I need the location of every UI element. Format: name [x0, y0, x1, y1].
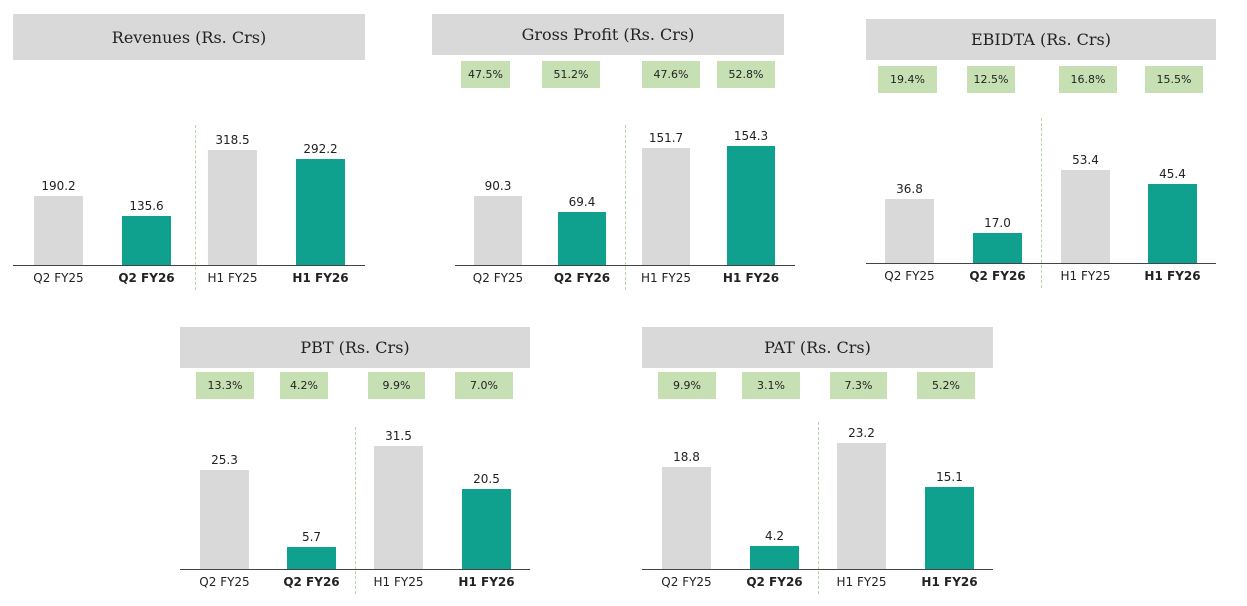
x-axis-line — [866, 263, 1216, 264]
period-divider — [818, 422, 819, 594]
x-tick-label: Q2 FY26 — [553, 271, 611, 285]
x-tick-label: Q2 FY26 — [118, 271, 175, 285]
margin-badge: 52.8% — [717, 61, 775, 88]
margin-badge: 9.9% — [658, 372, 716, 399]
margin-badge: 7.0% — [455, 372, 513, 399]
period-divider — [625, 125, 626, 290]
value-label: 318.5 — [215, 133, 250, 147]
bar — [642, 148, 690, 265]
bar — [1148, 184, 1197, 263]
x-tick-label: H1 FY26 — [292, 271, 349, 285]
value-label: 17.0 — [984, 216, 1011, 230]
x-tick-label: Q2 FY26 — [746, 575, 803, 589]
bar — [200, 470, 249, 569]
bar — [885, 199, 934, 263]
bar — [474, 196, 522, 265]
value-label: 25.3 — [211, 453, 238, 467]
value-label: 151.7 — [648, 131, 684, 145]
x-tick-label: H1 FY25 — [836, 575, 887, 589]
margin-badge: 5.2% — [917, 372, 975, 399]
x-axis-line — [455, 265, 795, 266]
value-label: 190.2 — [41, 179, 76, 193]
chart-title: EBIDTA (Rs. Crs) — [866, 19, 1216, 60]
value-label: 23.2 — [848, 426, 875, 440]
bar — [208, 150, 257, 265]
x-tick-label: H1 FY25 — [1060, 269, 1111, 283]
x-tick-label: Q2 FY25 — [884, 269, 935, 283]
bar — [374, 446, 423, 569]
x-tick-label: Q2 FY25 — [472, 271, 524, 285]
bar — [727, 146, 775, 265]
x-tick-label: Q2 FY26 — [283, 575, 340, 589]
x-tick-label: H1 FY26 — [921, 575, 978, 589]
chart-title: Revenues (Rs. Crs) — [13, 14, 365, 60]
period-divider — [355, 427, 356, 594]
x-tick-label: H1 FY26 — [722, 271, 780, 285]
value-label: 69.4 — [568, 195, 596, 209]
margin-badge: 9.9% — [368, 372, 425, 399]
value-label: 15.1 — [936, 470, 963, 484]
margin-badge: 47.5% — [461, 61, 510, 88]
chart-title: Gross Profit (Rs. Crs) — [432, 14, 784, 55]
value-label: 292.2 — [303, 142, 338, 156]
margin-badge: 51.2% — [542, 61, 600, 88]
bar — [750, 546, 799, 569]
chart-title: PBT (Rs. Crs) — [180, 327, 530, 368]
bar — [662, 467, 711, 569]
value-label: 36.8 — [896, 182, 923, 196]
margin-badge: 4.2% — [280, 372, 328, 399]
x-tick-label: H1 FY25 — [373, 575, 424, 589]
value-label: 20.5 — [473, 472, 500, 486]
x-tick-label: Q2 FY25 — [661, 575, 712, 589]
margin-badge: 16.8% — [1059, 66, 1117, 93]
value-label: 53.4 — [1072, 153, 1099, 167]
margin-badge: 7.3% — [830, 372, 887, 399]
bar — [462, 489, 511, 569]
value-label: 154.3 — [733, 129, 769, 143]
x-tick-label: Q2 FY25 — [199, 575, 250, 589]
margin-badge: 12.5% — [967, 66, 1015, 93]
bar — [296, 159, 345, 265]
value-label: 5.7 — [301, 530, 322, 544]
bar — [837, 443, 886, 569]
value-label: 4.2 — [764, 529, 785, 543]
bar — [122, 216, 171, 265]
margin-badge: 19.4% — [878, 66, 937, 93]
bar — [1061, 170, 1110, 263]
x-tick-label: Q2 FY25 — [33, 271, 84, 285]
period-divider — [1041, 118, 1042, 288]
x-axis-line — [180, 569, 530, 570]
bar — [973, 233, 1022, 263]
margin-badge: 15.5% — [1145, 66, 1203, 93]
x-tick-label: H1 FY26 — [1144, 269, 1201, 283]
margin-badge: 13.3% — [196, 372, 254, 399]
x-axis-line — [642, 569, 993, 570]
margin-badge: 47.6% — [642, 61, 700, 88]
bar — [287, 547, 336, 569]
bar — [34, 196, 83, 265]
chart-title: PAT (Rs. Crs) — [642, 327, 993, 368]
margin-badge: 3.1% — [742, 372, 800, 399]
value-label: 18.8 — [673, 450, 700, 464]
x-tick-label: Q2 FY26 — [969, 269, 1026, 283]
value-label: 90.3 — [484, 179, 512, 193]
x-axis-line — [13, 265, 365, 266]
bar — [925, 487, 974, 569]
x-tick-label: H1 FY25 — [207, 271, 258, 285]
value-label: 31.5 — [385, 429, 412, 443]
period-divider — [195, 125, 196, 290]
x-tick-label: H1 FY25 — [641, 271, 691, 285]
value-label: 45.4 — [1159, 167, 1186, 181]
x-tick-label: H1 FY26 — [458, 575, 515, 589]
value-label: 135.6 — [129, 199, 164, 213]
bar — [558, 212, 606, 265]
